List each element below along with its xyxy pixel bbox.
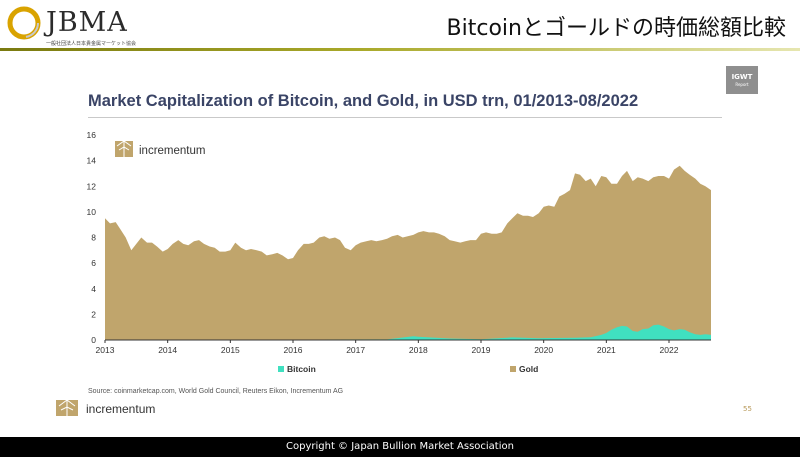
y-tick-label: 14 [87, 156, 97, 166]
legend-swatch-gold [510, 366, 516, 372]
x-tick-label: 2016 [284, 345, 303, 355]
y-tick-label: 6 [91, 258, 96, 268]
jbma-ring-icon [7, 6, 41, 40]
footer-brand: incrementum [86, 402, 156, 416]
watermark-label: incrementum [139, 145, 205, 157]
y-tick-label: 10 [87, 207, 97, 217]
y-tick-label: 8 [91, 233, 96, 243]
incrementum-tree-icon [115, 140, 133, 157]
igwt-badge-main: IGWT [731, 73, 753, 81]
igwt-badge-sub: Report [735, 82, 749, 87]
legend-swatch-bitcoin [278, 366, 284, 372]
market-cap-chart: 0 2 4 6 8 10 12 14 16 2013 2014 2015 2016 2017 2018 201… [87, 130, 711, 374]
y-tick-label: 16 [87, 130, 97, 140]
y-tick-label: 0 [91, 335, 96, 345]
page-number: 55 [743, 405, 752, 413]
logo-text: JBMA [46, 7, 128, 38]
y-tick-label: 12 [87, 181, 97, 191]
copyright-footer: Copyright © Japan Bullion Market Associa… [0, 437, 800, 457]
header-rule [0, 48, 800, 51]
y-tick-label: 2 [91, 309, 96, 319]
area-gold [105, 165, 711, 340]
area-bitcoin [105, 324, 711, 340]
x-tick-label: 2013 [96, 345, 115, 355]
jbma-logo: JBMA 一般社団法人日本貴金属マーケット協会 [6, 4, 146, 48]
y-tick-label: 4 [91, 284, 96, 294]
x-tick-label: 2017 [346, 345, 365, 355]
x-tick-label: 2014 [158, 345, 177, 355]
igwt-badge: IGWT Report [726, 66, 758, 94]
incrementum-tree-icon [56, 399, 78, 416]
slide-title: Bitcoinとゴールドの時価総額比較 [446, 16, 786, 41]
x-tick-label: 2021 [597, 345, 616, 355]
slide-header: JBMA 一般社団法人日本貴金属マーケット協会 Bitcoinとゴールドの時価総… [0, 0, 800, 51]
x-tick-label: 2015 [221, 345, 240, 355]
legend-label-bitcoin: Bitcoin [287, 364, 316, 374]
x-tick-label: 2020 [534, 345, 553, 355]
chart-title: Market Capitalization of Bitcoin, and Go… [88, 92, 639, 110]
footer-logo [56, 399, 78, 416]
chart-watermark: incrementum [115, 140, 205, 157]
title-rule [88, 117, 722, 118]
legend-label-gold: Gold [519, 364, 538, 374]
x-tick-label: 2018 [409, 345, 428, 355]
logo-subtitle: 一般社団法人日本貴金属マーケット協会 [46, 41, 137, 47]
x-tick-label: 2019 [472, 345, 491, 355]
chart-source: Source: coinmarketcap.com, World Gold Co… [88, 388, 344, 395]
x-tick-label: 2022 [660, 345, 679, 355]
